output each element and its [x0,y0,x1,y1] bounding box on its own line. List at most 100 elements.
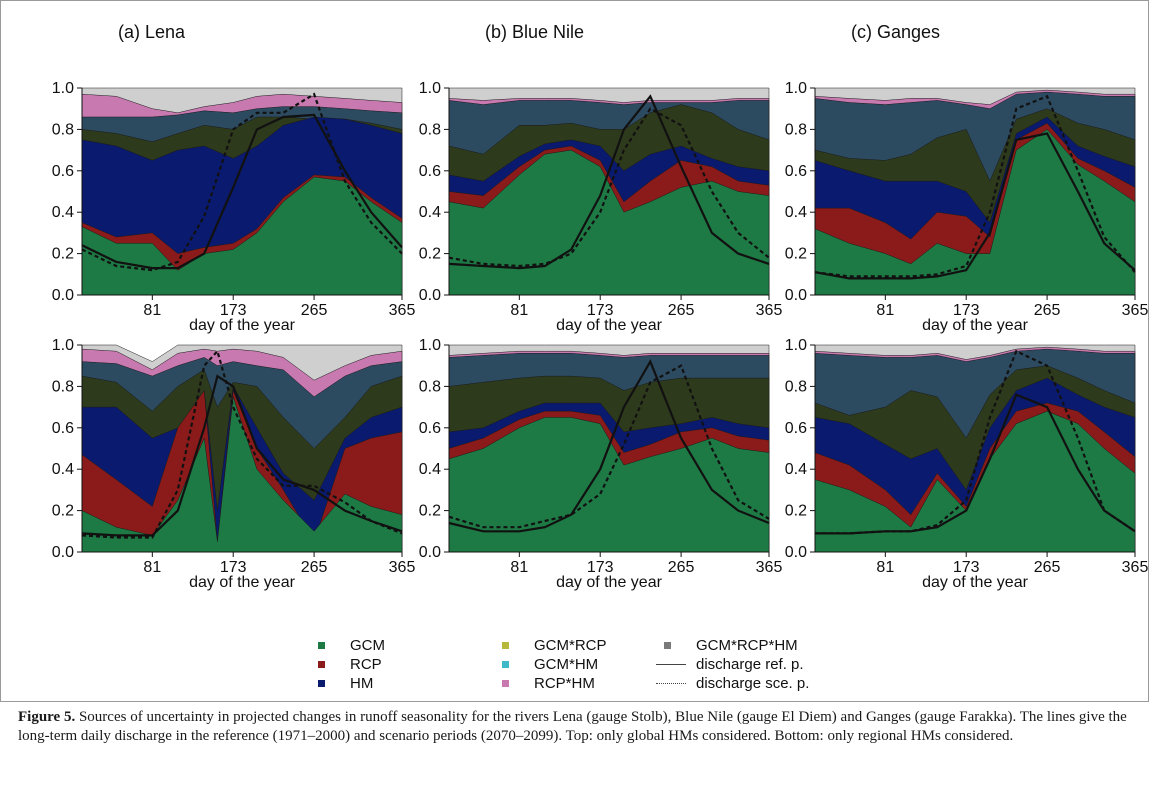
x-axis-label-6: day of the year [922,574,1029,591]
x-tick-label-2-0: 81 [510,302,528,319]
legend-swatch-hm [318,680,325,687]
x-tick-label-3-3: 365 [1122,302,1149,319]
discharge-ref-line-5 [448,359,770,533]
x-tick-label-2-2: 265 [668,302,695,319]
legend: GCM RCP HM GCM*RCP GCM*HM RCP*HM GCM*RCP… [310,636,870,698]
x-tick-label-6-3: 365 [1122,559,1149,576]
legend-label-gcm-rcp-hm: GCM*RCP*HM [696,637,798,654]
chart-panel-3: 0.0 0.2 0.4 0.6 0.8 1.0 81 173 265 365 day of the … [785,22,1149,334]
discharge-sce-line-4 [81,348,403,539]
legend-swatch-gcm-rcp-hm [664,642,671,649]
y-tick-label-2-1: 0.2 [419,246,441,263]
y-tick-label-2-4: 0.8 [419,121,441,138]
y-tick-label-5-0: 0.0 [419,544,441,561]
y-tick-label-4-3: 0.6 [52,420,74,437]
x-tick-label-1-1: 173 [220,302,247,319]
x-tick-label-4-1: 173 [220,559,247,576]
y-tick-label-1-3: 0.6 [52,163,74,180]
x-tick-label-4-3: 365 [389,559,416,576]
y-tick-label-1-5: 1.0 [52,80,74,97]
discharge-sce-line-3 [814,94,1136,278]
legend-swatch-rcp-hm [502,680,509,687]
legend-label-gcm-rcp: GCM*RCP [534,637,607,654]
chart-panel-4: 0.0 0.2 0.4 0.6 0.8 1.0 81 173 265 365 day of the … [52,337,416,591]
x-tick-label-6-0: 81 [876,559,894,576]
y-tick-label-2-2: 0.4 [419,204,441,221]
legend-label-rcp-hm: RCP*HM [534,675,595,692]
legend-label-gcm-hm: GCM*HM [534,656,599,673]
figure-caption: Figure 5. Sources of uncertainty in proj… [18,708,1130,746]
y-tick-label-3-3: 0.6 [785,163,807,180]
legend-label-discharge-sce: discharge sce. p. [696,675,810,692]
y-tick-label-4-4: 0.8 [52,378,74,395]
legend-swatch-gcm-rcp [502,642,509,649]
chart-panel-6: 0.0 0.2 0.4 0.6 0.8 1.0 81 173 265 365 day of the … [785,337,1149,591]
y-tick-label-3-1: 0.2 [785,246,807,263]
band-gcm-3 [814,129,1136,296]
caption-text: Sources of uncertainty in projected chan… [18,709,1127,744]
y-tick-label-6-3: 0.6 [785,420,807,437]
chart-panel-2: 0.0 0.2 0.4 0.6 0.8 1.0 81 173 265 365 day of the … [419,22,783,334]
figure-charts: 0.0 0.2 0.4 0.6 0.8 1.0 81 173 265 365 day of the … [52,22,1149,591]
chart-panel-1: 0.0 0.2 0.4 0.6 0.8 1.0 81 173 265 365 day of the … [52,22,416,334]
y-tick-label-6-4: 0.8 [785,378,807,395]
band-gcm-2 [448,149,770,296]
x-tick-label-3-0: 81 [876,302,894,319]
x-axis-label-4: day of the year [189,574,296,591]
x-tick-label-2-1: 173 [587,302,614,319]
legend-label-hm: HM [350,675,374,692]
x-tick-label-6-2: 265 [1034,559,1061,576]
discharge-ref-line-1 [81,113,403,270]
panel-title-1: (a) Lena [118,22,186,42]
x-tick-label-1-3: 365 [389,302,416,319]
y-tick-label-1-1: 0.2 [52,246,74,263]
panel-title-3: (c) Ganges [851,22,940,42]
x-axis-label-5: day of the year [556,574,663,591]
x-tick-label-5-2: 265 [668,559,695,576]
y-tick-label-2-5: 1.0 [419,80,441,97]
y-tick-label-3-0: 0.0 [785,287,807,304]
y-tick-label-5-4: 0.8 [419,378,441,395]
discharge-ref-line-2 [448,94,770,270]
discharge-sce-line-2 [448,107,770,268]
x-tick-label-5-0: 81 [510,559,528,576]
x-tick-label-4-0: 81 [143,559,161,576]
y-tick-label-1-0: 0.0 [52,287,74,304]
x-tick-label-3-1: 173 [953,302,980,319]
x-axis-label-1: day of the year [189,317,296,334]
x-tick-label-3-2: 265 [1034,302,1061,319]
y-tick-label-5-5: 1.0 [419,337,441,354]
y-tick-label-4-1: 0.2 [52,503,74,520]
x-tick-label-5-1: 173 [587,559,614,576]
discharge-ref-line-3 [814,132,1136,280]
legend-line-solid [656,664,686,665]
y-tick-label-5-1: 0.2 [419,503,441,520]
discharge-sce-line-6 [815,349,1136,535]
y-tick-label-4-5: 1.0 [52,337,74,354]
y-tick-label-5-3: 0.6 [419,420,441,437]
y-tick-label-3-5: 1.0 [785,80,807,97]
legend-label-rcp: RCP [350,656,382,673]
band-gcm-1 [81,176,403,296]
legend-swatch-gcm [318,642,325,649]
panel-title-2: (b) Blue Nile [485,22,584,42]
x-tick-label-4-2: 265 [301,559,328,576]
y-tick-label-4-2: 0.4 [52,461,74,478]
y-tick-label-1-4: 0.8 [52,121,74,138]
y-tick-label-6-0: 0.0 [785,544,807,561]
legend-swatch-rcp [318,661,325,668]
caption-label: Figure 5. [18,709,76,725]
y-tick-label-4-0: 0.0 [52,544,74,561]
legend-label-discharge-ref: discharge ref. p. [696,656,804,673]
y-tick-label-1-2: 0.4 [52,204,74,221]
chart-panel-5: 0.0 0.2 0.4 0.6 0.8 1.0 81 173 265 365 day of the … [419,337,783,591]
legend-swatch-gcm-hm [502,661,509,668]
legend-line-dotted [656,683,686,684]
y-tick-label-6-5: 1.0 [785,337,807,354]
y-tick-label-6-1: 0.2 [785,503,807,520]
y-tick-label-6-2: 0.4 [785,461,807,478]
y-tick-label-2-0: 0.0 [419,287,441,304]
x-tick-label-1-0: 81 [143,302,161,319]
legend-label-gcm: GCM [350,637,385,654]
discharge-sce-line-5 [448,364,770,529]
